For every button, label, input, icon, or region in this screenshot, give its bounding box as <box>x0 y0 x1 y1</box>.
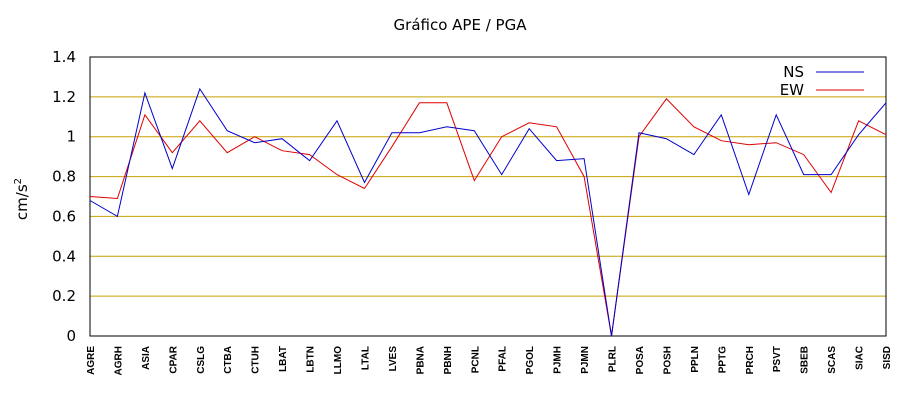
x-tick-label: PGOL <box>525 346 536 374</box>
x-tick-label: PLRL <box>608 346 619 372</box>
x-tick-label: POSA <box>635 346 646 374</box>
x-tick-label: SISD <box>882 346 893 369</box>
y-tick-label: 0.8 <box>52 168 76 186</box>
legend-label-ns: NS <box>783 63 804 81</box>
x-tick-label: LTAL <box>360 346 371 370</box>
x-tick-label: SIAC <box>855 346 866 370</box>
x-tick-label: ASIA <box>141 346 152 370</box>
x-tick-label: LLMO <box>333 346 344 375</box>
x-tick-label: CPAR <box>168 345 179 373</box>
x-tick-label: PRCH <box>745 346 756 374</box>
y-tick-label: 0.2 <box>52 287 76 305</box>
x-tick-label: LVES <box>388 346 399 372</box>
x-tick-label: PFAL <box>498 346 509 372</box>
x-tick-label: SCAS <box>827 346 838 374</box>
x-tick-label: PPTG <box>717 346 728 373</box>
x-tick-label: PPLN <box>690 346 701 373</box>
x-tick-label: LBAT <box>278 346 289 372</box>
x-tick-label: SBEB <box>800 346 811 374</box>
x-tick-label: AGRE <box>86 346 97 375</box>
y-tick-label: 1.4 <box>52 48 76 66</box>
x-tick-label: PBNA <box>415 346 426 374</box>
x-tick-label: CTUH <box>251 346 262 374</box>
series-line-ns <box>89 87 887 337</box>
y-tick-label: 0.4 <box>52 247 76 265</box>
x-tick-label: LBTN <box>306 346 317 373</box>
y-tick-label: 1 <box>66 128 76 146</box>
plot-frame <box>89 56 887 337</box>
series-line-ew <box>89 98 887 337</box>
y-tick-label: 0.6 <box>52 207 76 225</box>
gridlines <box>90 96 886 297</box>
chart-title: Gráfico APE / PGA <box>393 16 527 34</box>
x-tick-label: POSH <box>662 346 673 374</box>
y-tick-label: 0 <box>66 327 76 345</box>
series-lines <box>89 87 887 337</box>
x-tick-label: CSLG <box>196 346 207 374</box>
legend-label-ew: EW <box>780 81 804 99</box>
x-tick-label: CTBA <box>223 346 234 374</box>
x-tick-label: PCNL <box>470 346 481 373</box>
x-tick-label: PSVT <box>772 346 783 372</box>
y-tick-label: 1.2 <box>52 88 76 106</box>
y-axis-ticks: 0 0.2 0.4 0.6 0.8 1 1.2 1.4 <box>52 48 76 345</box>
x-tick-label: PJMH <box>553 346 564 374</box>
x-tick-label: PJMN <box>580 346 591 374</box>
x-axis-ticks: AGRE AGRH ASIA CPAR CSLG CTBA CTUH LBAT LBTN LLMO… <box>86 345 893 375</box>
x-tick-label: PBNH <box>443 346 454 374</box>
x-tick-label: AGRH <box>113 346 124 375</box>
